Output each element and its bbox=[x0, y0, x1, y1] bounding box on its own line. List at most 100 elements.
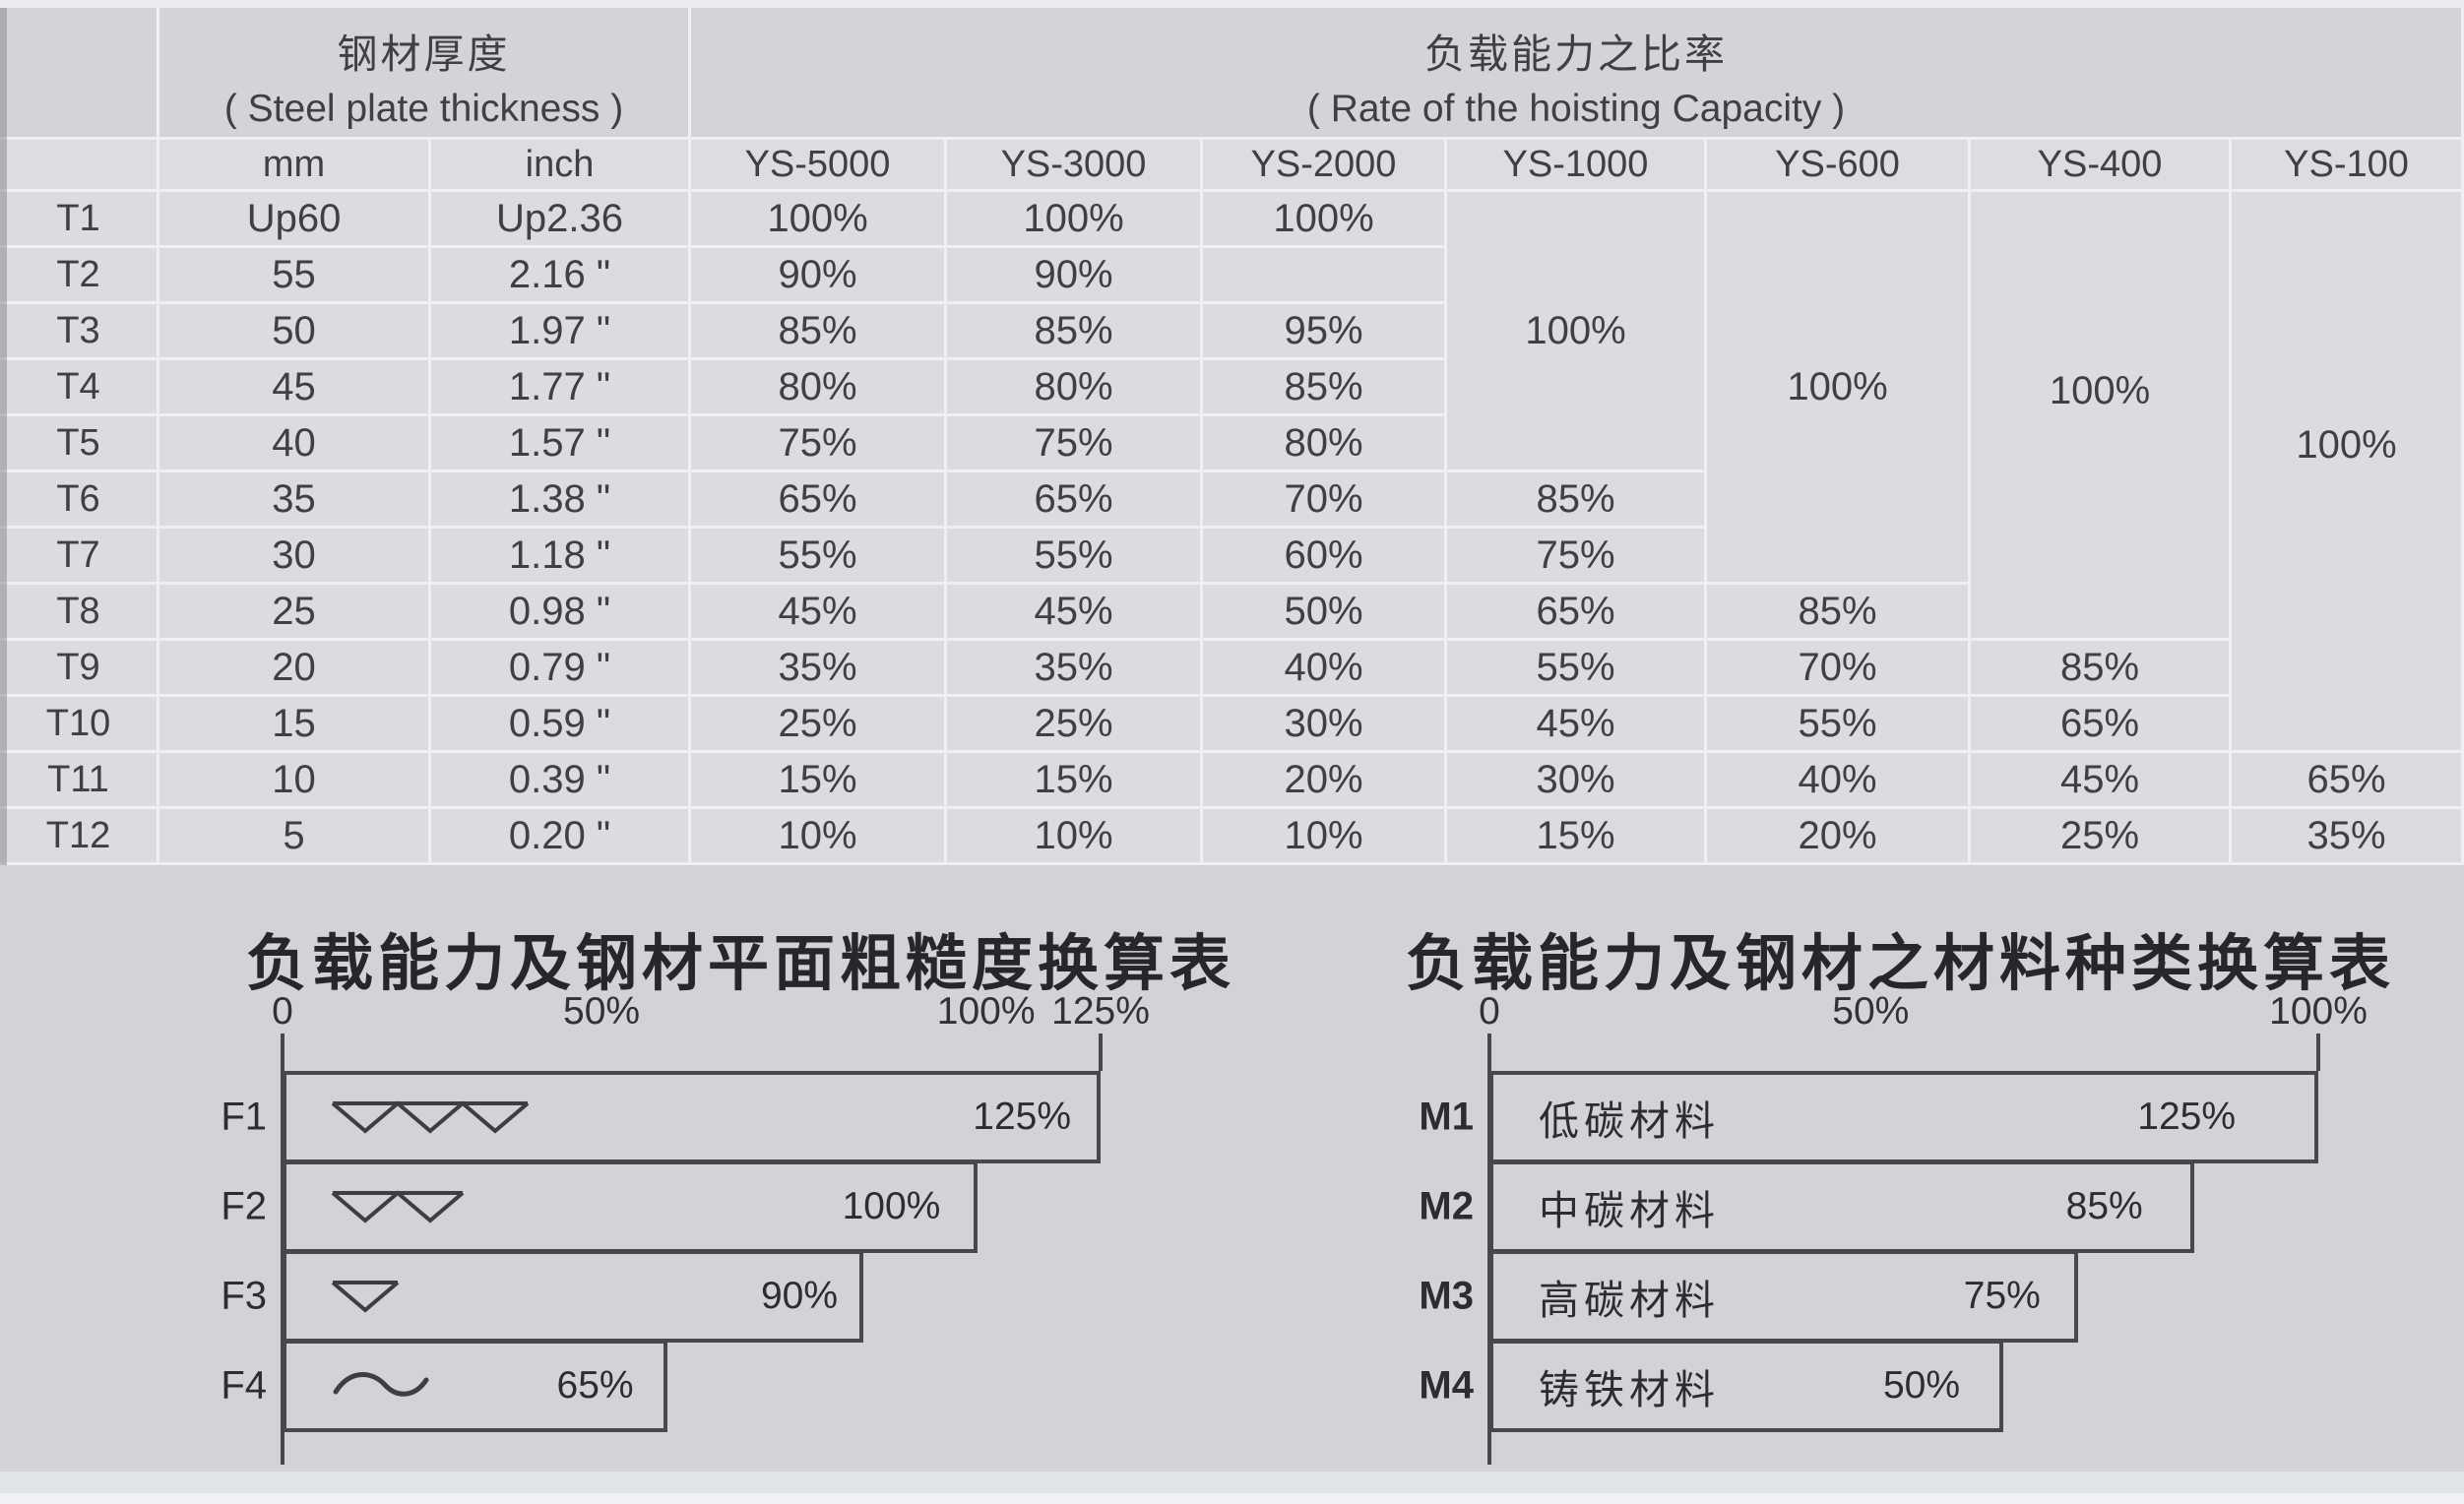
bar-value-label-f3: 90% bbox=[760, 1275, 838, 1317]
cell-t4-mm: 45 bbox=[159, 360, 431, 416]
thickness-group-label-en: ( Steel plate thickness ) bbox=[223, 87, 624, 130]
cell-t9-t: T9 bbox=[0, 641, 159, 697]
cell-t4-t: T4 bbox=[0, 360, 159, 416]
cell-t4-ys3000: 80% bbox=[947, 360, 1204, 416]
bar-value-label-f1: 125% bbox=[973, 1096, 1071, 1138]
cell-t12-t: T12 bbox=[0, 809, 159, 865]
bar-m3: M3 高碳材料 75% bbox=[1419, 1250, 2078, 1343]
cell-t8-t: T8 bbox=[0, 585, 159, 641]
bar-m4: M4 铸铁材料 50% bbox=[1419, 1340, 2004, 1432]
bar-category-label-m4: M4 bbox=[1419, 1363, 1474, 1408]
axis-tick-0: 0 bbox=[272, 990, 293, 1033]
cell-t7-mm: 30 bbox=[159, 529, 431, 585]
bottom-edge-strip-light bbox=[0, 1493, 2464, 1504]
table-row-t10: T10 15 0.59 " 25% 25% 30% 45% 55% 65% bbox=[0, 697, 2464, 753]
cell-t1-ys3000: 100% bbox=[947, 192, 1204, 248]
cell-t7-ys1000: 75% bbox=[1447, 529, 1708, 585]
thickness-group-header: 钢材厚度 ( Steel plate thickness ) bbox=[159, 8, 692, 140]
cell-t3-ys2000: 95% bbox=[1203, 304, 1448, 360]
col-header-ys-100: YS-100 bbox=[2232, 140, 2464, 192]
table-row-t1: T1 Up60 Up2.36 100% 100% 100% 100% 100% 100% 100% bbox=[0, 192, 2464, 753]
bar-value-label-m4: 50% bbox=[1882, 1364, 1961, 1407]
cell-t12-inch: 0.20 " bbox=[431, 809, 692, 865]
cell-t4-ys5000: 80% bbox=[691, 360, 948, 416]
capacity-group-label-en: ( Rate of the hoisting Capacity ) bbox=[1306, 87, 1846, 130]
cell-t1-ys2000: 100% bbox=[1203, 192, 1448, 248]
cell-t3-mm: 50 bbox=[159, 304, 431, 360]
bar-category-label-m3: M3 bbox=[1419, 1274, 1474, 1318]
cell-t12-ys600: 20% bbox=[1707, 809, 1972, 865]
cell-t1-mm: Up60 bbox=[159, 192, 431, 248]
col-header-mm: mm bbox=[159, 140, 431, 192]
cell-t9-mm: 20 bbox=[159, 641, 431, 697]
bar-category-label-m1: M1 bbox=[1419, 1095, 1474, 1139]
cell-t8-ys5000: 45% bbox=[691, 585, 948, 641]
roughness-two-triangles-icon bbox=[330, 1190, 467, 1223]
cell-t9-ys2000: 40% bbox=[1203, 641, 1448, 697]
cell-t3-ys5000: 85% bbox=[691, 304, 948, 360]
cell-t9-ys3000: 35% bbox=[947, 641, 1204, 697]
cell-t12-mm: 5 bbox=[159, 809, 431, 865]
cell-merged-ys600: 100% bbox=[1707, 192, 1972, 585]
cell-t3-inch: 1.97 " bbox=[431, 304, 692, 360]
table-row-t7: T7 30 1.18 " 55% 55% 60% 75% bbox=[0, 529, 2464, 585]
axis-tick-0: 0 bbox=[1479, 990, 1500, 1033]
bar-value-label-f2: 100% bbox=[842, 1185, 941, 1227]
cell-t7-inch: 1.18 " bbox=[431, 529, 692, 585]
col-header-ys-2000: YS-2000 bbox=[1203, 140, 1448, 192]
bar-material-name-m3: 高碳材料 bbox=[1539, 1278, 1720, 1323]
cell-t10-t: T10 bbox=[0, 697, 159, 753]
table-row-t5: T5 40 1.57 " 75% 75% 80% bbox=[0, 416, 2464, 472]
cell-t11-ys5000: 15% bbox=[691, 753, 948, 809]
top-edge-strip bbox=[0, 0, 2464, 8]
group-header-row: 钢材厚度 ( Steel plate thickness ) 负载能力之比率 (… bbox=[0, 8, 2464, 140]
bar-value-label-m3: 75% bbox=[1963, 1275, 2041, 1317]
cell-t2-ys3000: 90% bbox=[947, 248, 1204, 304]
scan-left-shadow bbox=[0, 8, 7, 865]
cell-t10-ys3000: 25% bbox=[947, 697, 1204, 753]
cell-t12-ys400: 25% bbox=[1971, 809, 2233, 865]
cell-t7-t: T7 bbox=[0, 529, 159, 585]
bar-m2: M2 中碳材料 85% bbox=[1419, 1160, 2194, 1253]
axis-tick-100pct: 100% bbox=[2269, 990, 2368, 1033]
cell-t8-inch: 0.98 " bbox=[431, 585, 692, 641]
cell-t10-mm: 15 bbox=[159, 697, 431, 753]
cell-t9-inch: 0.79 " bbox=[431, 641, 692, 697]
cell-t10-ys2000: 30% bbox=[1203, 697, 1448, 753]
cell-t12-ys100: 35% bbox=[2232, 809, 2464, 865]
cell-t6-ys3000: 65% bbox=[947, 472, 1204, 529]
thickness-group-label-zh: 钢材厚度 bbox=[337, 31, 511, 77]
corner-cell bbox=[0, 8, 159, 140]
cell-t9-ys600: 70% bbox=[1707, 641, 1972, 697]
cell-t5-mm: 40 bbox=[159, 416, 431, 472]
bar-category-label-f3: F3 bbox=[221, 1274, 267, 1318]
cell-t11-ys400: 45% bbox=[1971, 753, 2233, 809]
cell-t6-ys1000: 85% bbox=[1447, 472, 1708, 529]
cell-t3-ys3000: 85% bbox=[947, 304, 1204, 360]
axis-max-tick-mark bbox=[2316, 1034, 2320, 1071]
cell-t9-ys400: 85% bbox=[1971, 641, 2233, 697]
bar-category-label-f4: F4 bbox=[221, 1363, 267, 1408]
bar-material-name-m1: 低碳材料 bbox=[1539, 1098, 1720, 1144]
table-row-t2: T2 55 2.16 " 90% 90% bbox=[0, 248, 2464, 304]
bar-f1: F1 125% bbox=[221, 1071, 1101, 1163]
cell-t1-t: T1 bbox=[0, 192, 159, 248]
roughness-chart-title: 负载能力及钢材平面粗糙度换算表 bbox=[245, 930, 1235, 998]
cell-t11-ys2000: 20% bbox=[1203, 753, 1448, 809]
cell-t11-ys1000: 30% bbox=[1447, 753, 1708, 809]
bar-category-label-m2: M2 bbox=[1419, 1184, 1474, 1228]
cell-t11-t: T11 bbox=[0, 753, 159, 809]
table-row-t4: T4 45 1.77 " 80% 80% 85% bbox=[0, 360, 2464, 416]
table-row-t11: T11 10 0.39 " 15% 15% 20% 30% 40% 45% 65% bbox=[0, 753, 2464, 809]
axis-tick-50pct: 50% bbox=[563, 990, 641, 1033]
cell-t12-ys3000: 10% bbox=[947, 809, 1204, 865]
cell-merged-ys1000: 100% bbox=[1447, 192, 1708, 472]
bar-m1: M1 低碳材料 125% bbox=[1419, 1071, 2318, 1163]
col-header-ys-400: YS-400 bbox=[1971, 140, 2233, 192]
col-header-inch: inch bbox=[431, 140, 692, 192]
cell-t10-ys400: 65% bbox=[1971, 697, 2233, 753]
bar-f3: F3 90% bbox=[221, 1250, 863, 1343]
bar-material-name-m4: 铸铁材料 bbox=[1539, 1367, 1720, 1412]
cell-t6-ys5000: 65% bbox=[691, 472, 948, 529]
